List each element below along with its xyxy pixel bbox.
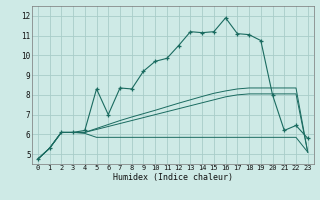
X-axis label: Humidex (Indice chaleur): Humidex (Indice chaleur) — [113, 173, 233, 182]
